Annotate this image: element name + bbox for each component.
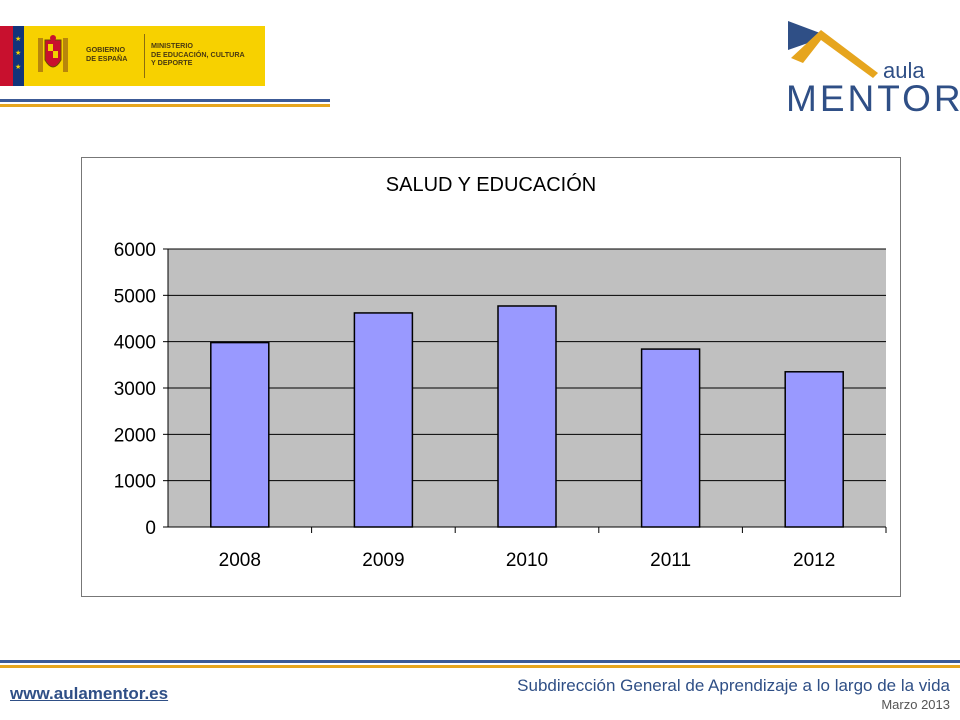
bar-2011	[640, 348, 701, 528]
bar-2008	[210, 341, 270, 528]
header-divider	[0, 99, 330, 108]
y-tick-label: 0	[145, 518, 156, 539]
organization-name: Subdirección General de Aprendizaje a lo…	[517, 676, 950, 695]
coat-of-arms-icon	[38, 35, 68, 72]
x-tick-label: 2009	[362, 550, 404, 571]
x-tick-label: 2011	[650, 550, 691, 571]
x-tick-label: 2010	[506, 550, 548, 571]
bar-2009	[353, 312, 414, 528]
aula-mentor-logo: aula MENTOR	[783, 18, 960, 119]
x-tick-label: 2008	[219, 550, 261, 571]
chart-area: SALUD Y EDUCACIÓN 0 1000 2000 3000 4000 5000 60…	[81, 157, 901, 597]
government-label: GOBIERNO DE ESPAÑA	[86, 45, 128, 63]
footer-divider	[0, 660, 960, 669]
y-tick-label: 1000	[114, 472, 156, 493]
mentor-logo-icon	[788, 21, 878, 78]
footer-date: Marzo 2013	[881, 697, 950, 712]
bar-chart: SALUD Y EDUCACIÓN 0 1000 2000 3000 4000 5000 60…	[114, 173, 887, 571]
y-tick-label: 2000	[114, 425, 156, 446]
brand-large-text: MENTOR	[786, 78, 960, 119]
website-link[interactable]: www.aulamentor.es	[10, 684, 169, 703]
bar-2010	[497, 305, 557, 528]
y-tick-label: 4000	[114, 333, 156, 354]
brand-small-text: aula	[883, 58, 925, 83]
y-tick-label: 3000	[114, 379, 156, 400]
y-tick-label: 6000	[114, 240, 156, 261]
ministry-label: MINISTERIO DE EDUCACIÓN, CULTURA Y DEPOR…	[151, 41, 245, 67]
y-tick-label: 5000	[114, 286, 156, 307]
government-logo: ★ ★ ★ GOBIERNO DE ESPAÑA MINISTERIO DE E…	[0, 26, 265, 86]
bar-2012	[784, 371, 844, 528]
logo-divider	[144, 34, 145, 78]
x-tick-label: 2012	[793, 550, 835, 571]
chart-title: SALUD Y EDUCACIÓN	[386, 173, 596, 196]
eu-flag-strip: ★ ★ ★	[0, 26, 24, 86]
